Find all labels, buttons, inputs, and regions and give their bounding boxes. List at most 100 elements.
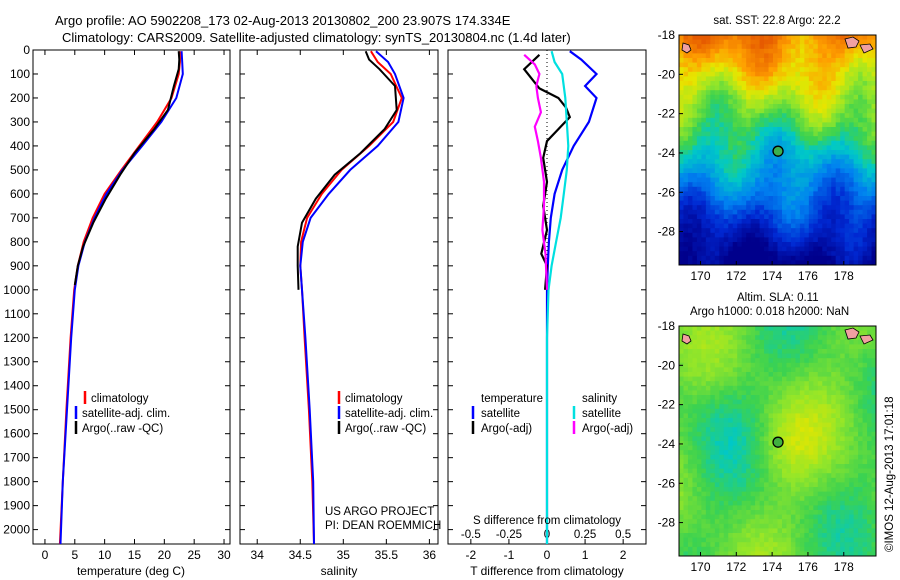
heatmap-cell xyxy=(728,154,734,160)
heatmap-cell xyxy=(719,223,725,229)
heatmap-cell xyxy=(817,140,823,146)
heatmap-cell xyxy=(867,344,872,350)
heatmap-cell xyxy=(759,191,765,197)
heatmap-cell xyxy=(822,408,828,414)
heatmap-cell xyxy=(723,381,729,387)
heatmap-cell xyxy=(723,546,729,552)
heatmap-cell xyxy=(683,94,689,100)
heatmap-cell xyxy=(808,242,814,247)
heatmap-cell xyxy=(799,468,805,474)
heatmap-cell xyxy=(840,487,846,492)
heatmap-cell xyxy=(710,431,716,437)
heatmap-cell xyxy=(710,205,716,211)
heatmap-cell xyxy=(714,353,720,359)
heatmap-cell xyxy=(795,510,801,515)
heatmap-cell xyxy=(728,537,734,543)
heatmap-cell xyxy=(813,523,819,529)
heatmap-cell xyxy=(710,62,716,68)
heatmap-cell xyxy=(714,39,720,45)
heatmap-cell xyxy=(732,145,738,151)
heatmap-cell xyxy=(862,163,868,169)
heatmap-cell xyxy=(862,260,868,266)
heatmap-cell xyxy=(710,546,716,552)
heatmap-cell xyxy=(759,519,765,525)
heatmap-cell xyxy=(696,173,702,178)
heatmap-cell xyxy=(831,551,837,557)
heatmap-cell xyxy=(853,48,859,54)
heatmap-cell xyxy=(826,385,832,391)
heatmap-cell xyxy=(813,330,819,336)
heatmap-cell xyxy=(710,487,716,492)
heatmap-cell xyxy=(755,90,760,96)
heatmap-cell xyxy=(705,191,711,197)
heatmap-cell xyxy=(871,353,877,359)
heatmap-cell xyxy=(817,39,823,45)
heatmap-cell xyxy=(822,404,828,410)
heatmap-cell xyxy=(871,71,877,77)
heatmap-cell xyxy=(768,427,774,433)
heatmap-cell xyxy=(728,450,734,456)
heatmap-cell xyxy=(858,468,863,474)
heatmap-cell xyxy=(808,246,814,252)
heatmap-cell xyxy=(808,53,814,59)
heatmap-cell xyxy=(799,450,805,456)
heatmap-cell xyxy=(723,173,729,178)
heatmap-cell xyxy=(746,122,752,128)
heatmap-cell xyxy=(871,242,877,247)
heatmap-cell xyxy=(831,431,837,437)
heatmap-cell xyxy=(705,131,711,137)
heatmap-cell xyxy=(777,353,783,359)
legend-label-climatology: climatology xyxy=(91,393,149,405)
heatmap-cell xyxy=(826,209,832,215)
heatmap-cell xyxy=(849,372,855,377)
heatmap-cell xyxy=(755,122,760,128)
heatmap-cell xyxy=(759,496,765,502)
heatmap-cell xyxy=(714,436,720,442)
heatmap-cell xyxy=(687,228,693,234)
heatmap-cell xyxy=(822,113,828,119)
heatmap-cell xyxy=(773,163,778,169)
heatmap-cell xyxy=(746,104,752,109)
heatmap-cell xyxy=(871,450,877,456)
y-tick-label: 1100 xyxy=(4,307,30,321)
heatmap-cell xyxy=(683,232,689,238)
heatmap-cell xyxy=(808,473,814,479)
heatmap-cell xyxy=(683,99,689,105)
heatmap-cell xyxy=(817,464,823,469)
heatmap-cell xyxy=(835,58,841,63)
heatmap-cell xyxy=(687,381,693,387)
heatmap-cell xyxy=(813,205,819,211)
heatmap-cell xyxy=(692,500,698,506)
heatmap-cell xyxy=(692,228,698,234)
heatmap-cell xyxy=(732,127,738,132)
heatmap-cell xyxy=(858,427,863,433)
heatmap-cell xyxy=(732,251,738,257)
heatmap-cell xyxy=(728,514,734,520)
heatmap-cell xyxy=(746,67,752,73)
heatmap-cell xyxy=(714,546,720,552)
heatmap-cell xyxy=(692,542,698,548)
heatmap-cell xyxy=(799,136,805,142)
heatmap-cell xyxy=(831,242,837,247)
heatmap-cell xyxy=(701,496,707,502)
heatmap-cell xyxy=(679,85,684,91)
heatmap-cell xyxy=(786,58,792,63)
heatmap-cell xyxy=(831,163,837,169)
heatmap-cell xyxy=(840,551,846,557)
heatmap-cell xyxy=(835,487,841,492)
heatmap-cell xyxy=(853,372,859,377)
heatmap-cell xyxy=(795,385,801,391)
heatmap-cell xyxy=(853,191,859,197)
heatmap-cell xyxy=(831,372,837,377)
heatmap-cell xyxy=(835,145,841,151)
heatmap-cell xyxy=(746,459,752,465)
heatmap-cell xyxy=(746,81,752,86)
heatmap-cell xyxy=(755,251,760,257)
heatmap-cell xyxy=(849,523,855,529)
heatmap-cell xyxy=(804,200,810,206)
heatmap-cell xyxy=(862,372,868,377)
heatmap-cell xyxy=(764,76,769,82)
heatmap-cell xyxy=(835,232,841,238)
heatmap-cell xyxy=(701,349,707,354)
heatmap-cell xyxy=(696,223,702,229)
